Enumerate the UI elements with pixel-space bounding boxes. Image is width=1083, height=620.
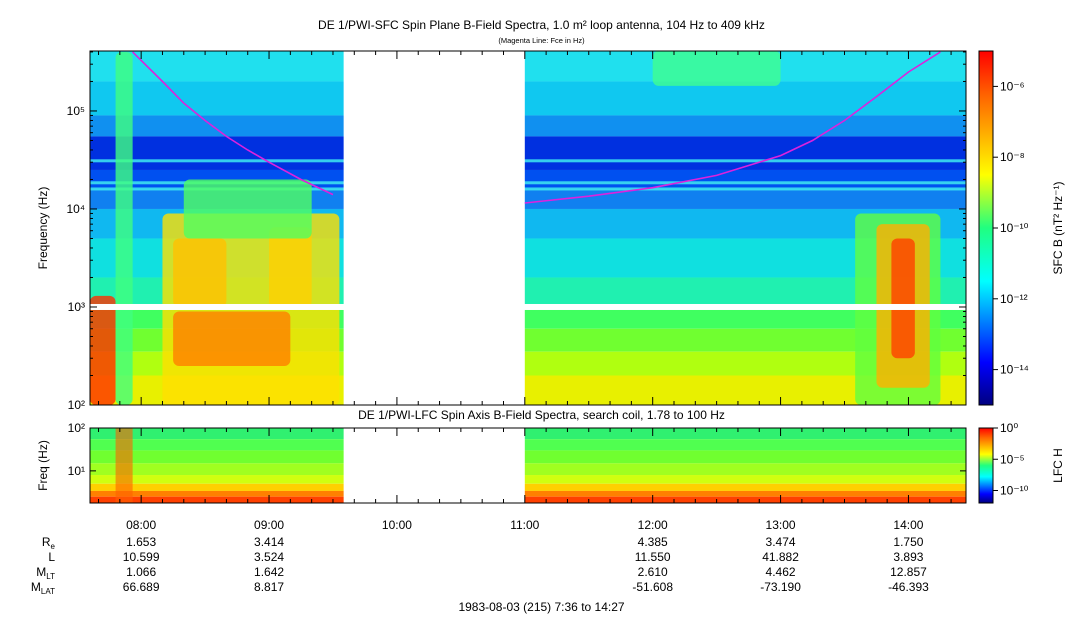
ephemeris-value: 3.893 [893, 550, 923, 564]
lfc-colorbar-tick-label: 10⁻¹⁰ [1000, 484, 1029, 498]
sfc-band-gap [90, 303, 966, 310]
ephemeris-value: 10.599 [123, 550, 160, 564]
ephemeris-value: -51.608 [632, 580, 673, 594]
ephemeris-value: 1.750 [893, 535, 923, 549]
lfc-emission-region [115, 428, 133, 503]
ephemeris-value: 8.817 [254, 580, 284, 594]
sfc-plot-frame [89, 50, 967, 406]
lfc-background-band [90, 475, 966, 484]
lfc-y-tick-label: 10¹ [68, 464, 85, 478]
ephemeris-value: 1.642 [254, 565, 284, 579]
ephemeris-value: 41.882 [762, 550, 799, 564]
sfc-background-band [90, 51, 966, 82]
ephemeris-value: 4.385 [638, 535, 668, 549]
sfc-colorbar-tick-label: 10⁻⁶ [1000, 79, 1025, 93]
sfc-y-tick-label: 10² [68, 398, 85, 412]
sfc-colorbar-gradient [978, 50, 994, 406]
lfc-background-band [90, 490, 966, 497]
fce-line-left [132, 51, 334, 196]
sfc-colorbar-label: SFC B (nT² Hz⁻¹) [1051, 182, 1065, 275]
ephemeris-value: 3.414 [254, 535, 284, 549]
lfc-colorbar-gradient [978, 427, 994, 504]
sfc-emission-region [173, 238, 227, 307]
ephemeris-value: -73.190 [760, 580, 801, 594]
time-tick-label: 13:00 [766, 518, 796, 532]
ephemeris-label-mlat: MLAT [31, 580, 55, 596]
sfc-background-band [90, 81, 966, 116]
sfc-emission-region [115, 51, 133, 405]
lfc-colorbar-label: LFC H [1051, 448, 1065, 483]
ephemeris-value: 66.689 [123, 580, 160, 594]
sfc-emission-region [183, 179, 312, 239]
sfc-y-tick-label: 10³ [68, 300, 85, 314]
time-tick-label: 12:00 [638, 518, 668, 532]
sfc-colorbar-tick-label: 10⁻⁸ [1000, 150, 1025, 164]
sfc-colorbar-tick-label: 10⁻¹² [1000, 292, 1028, 306]
ephemeris-label-re: Re [42, 535, 56, 551]
time-tick-label: 14:00 [893, 518, 923, 532]
sfc-chart-subtitle: (Magenta Line: Fce in Hz) [498, 36, 585, 45]
sfc-spectrogram-panel [90, 51, 966, 405]
sfc-chart-title: DE 1/PWI-SFC Spin Plane B-Field Spectra,… [318, 18, 765, 32]
ephemeris-label-subscript: e [51, 542, 56, 551]
ephemeris-label-subscript: LT [46, 572, 55, 581]
ephemeris-label-l: L [48, 550, 55, 564]
fce-line-right [524, 51, 941, 204]
lfc-spectrogram-panel [90, 428, 966, 503]
lfc-background-band [90, 483, 966, 491]
ephemeris-value: 11.550 [635, 550, 671, 564]
sfc-interference-line [90, 181, 966, 185]
sfc-emission-region [173, 311, 291, 366]
lfc-colorbar-tick-label: 10⁻⁵ [1000, 452, 1025, 466]
ephemeris-label-mlt: MLT [36, 565, 55, 581]
lfc-data-gap [343, 428, 525, 503]
sfc-y-tick-label: 10⁴ [66, 202, 85, 216]
time-tick-label: 09:00 [254, 518, 284, 532]
lfc-background-band [90, 463, 966, 476]
lfc-chart-title: DE 1/PWI-LFC Spin Axis B-Field Spectra, … [358, 408, 725, 422]
sfc-background-band [90, 115, 966, 137]
lfc-colorbar-tick-label: 10⁰ [1000, 421, 1018, 435]
time-tick-label: 08:00 [126, 518, 156, 532]
ephemeris-value: 3.474 [766, 535, 796, 549]
sfc-emission-region [891, 238, 915, 359]
lfc-background-band [90, 450, 966, 464]
sfc-y-tick-label: 10⁵ [67, 104, 85, 118]
lfc-background-band [90, 496, 966, 503]
lfc-y-tick-label: 10² [68, 421, 85, 435]
sfc-colorbar-tick-label: 10⁻¹⁴ [1000, 363, 1029, 377]
ephemeris-value: 1.066 [126, 565, 156, 579]
ephemeris-value: 4.462 [766, 565, 796, 579]
sfc-interference-line [90, 187, 966, 191]
sfc-background-band [90, 136, 966, 170]
sfc-colorbar-tick-label: 10⁻¹⁰ [1000, 221, 1029, 235]
ephemeris-value: 12.857 [890, 565, 927, 579]
sfc-y-axis-label: Frequency (Hz) [36, 187, 50, 270]
sfc-interference-line [90, 159, 966, 163]
lfc-background-band [90, 439, 966, 451]
ephemeris-value: 3.524 [254, 550, 284, 564]
ephemeris-value: 2.610 [638, 565, 668, 579]
sfc-emission-region [652, 51, 781, 86]
time-tick-label: 10:00 [382, 518, 412, 532]
ephemeris-label-subscript: LAT [41, 587, 55, 596]
ephemeris-value: 1.653 [126, 535, 156, 549]
time-tick-label: 11:00 [510, 518, 539, 532]
lfc-plot-frame [89, 427, 967, 504]
lfc-background-band [90, 428, 966, 440]
sfc-data-gap [343, 51, 525, 405]
time-range-footer: 1983-08-03 (215) 7:36 to 14:27 [458, 600, 625, 614]
sfc-emission-region [269, 227, 312, 307]
sfc-emission-region [90, 295, 116, 405]
lfc-y-axis-label: Freq (Hz) [36, 440, 50, 491]
ephemeris-value: -46.393 [888, 580, 929, 594]
